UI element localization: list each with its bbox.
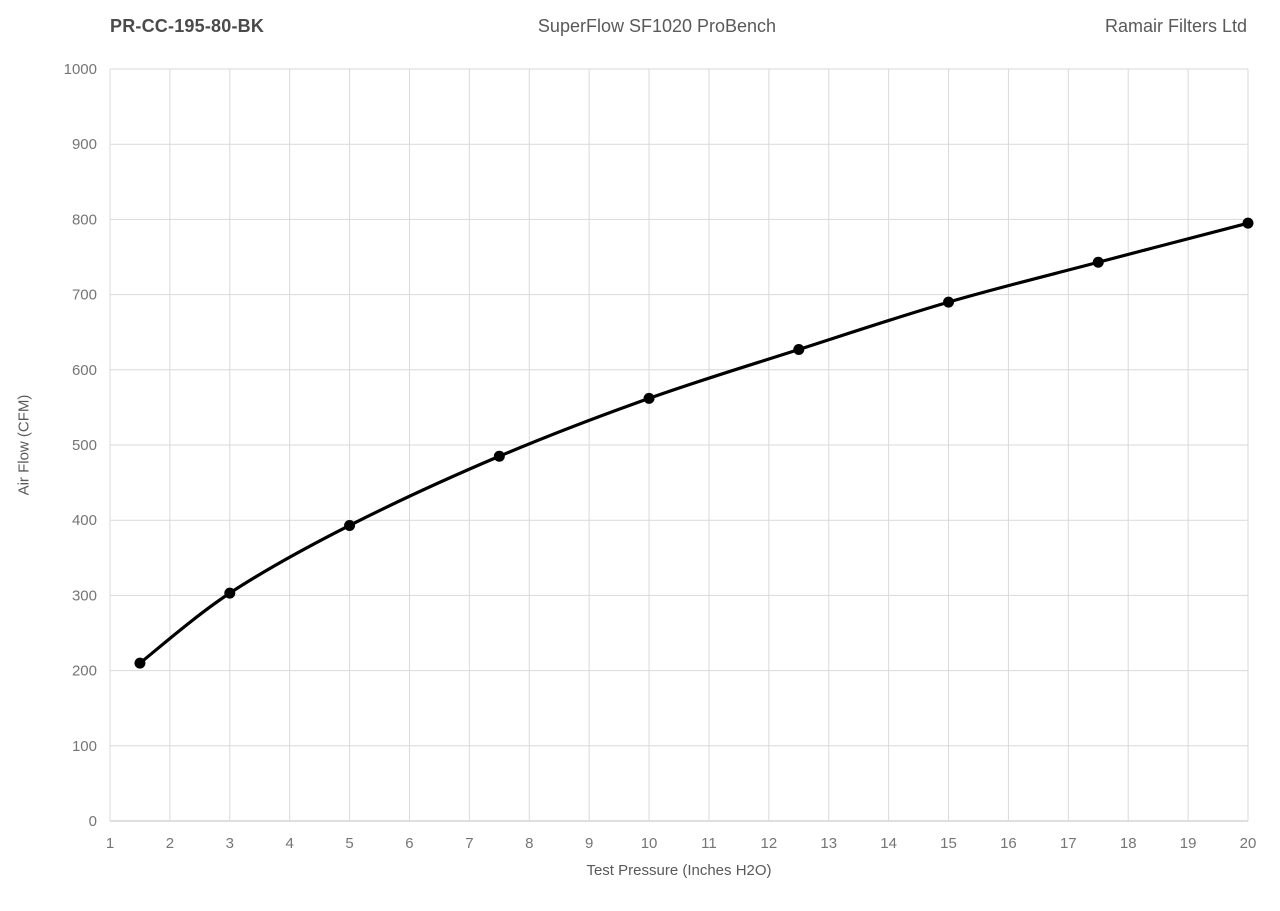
- data-point: [643, 392, 655, 404]
- y-tick-label: 0: [89, 813, 97, 830]
- x-tick-label: 7: [465, 835, 473, 852]
- x-tick-label: 2: [166, 835, 174, 852]
- y-tick-label: 500: [72, 437, 97, 454]
- flow-curve: [138, 221, 1250, 665]
- y-tick-label: 1000: [64, 61, 97, 78]
- x-tick-label: 9: [585, 835, 593, 852]
- x-tick-label: 12: [760, 835, 777, 852]
- x-tick-label: 20: [1240, 835, 1257, 852]
- y-tick-label: 200: [72, 663, 97, 680]
- y-tick-label: 600: [72, 362, 97, 379]
- data-point: [344, 519, 356, 531]
- y-tick-label: 900: [72, 136, 97, 153]
- y-tick-label: 300: [72, 587, 97, 604]
- data-point: [943, 296, 955, 308]
- x-tick-label: 19: [1180, 835, 1197, 852]
- x-tick-label: 16: [1000, 835, 1017, 852]
- x-tick-label: 4: [286, 835, 294, 852]
- x-tick-label: 18: [1120, 835, 1137, 852]
- x-tick-label: 17: [1060, 835, 1077, 852]
- y-tick-label: 700: [72, 287, 97, 304]
- x-tick-label: 13: [820, 835, 837, 852]
- x-tick-label: 8: [525, 835, 533, 852]
- x-tick-label: 3: [226, 835, 234, 852]
- data-point: [793, 343, 805, 355]
- data-point: [134, 657, 146, 669]
- x-tick-label: 11: [701, 835, 717, 852]
- x-axis-title: Test Pressure (Inches H2O): [586, 862, 772, 879]
- y-axis-title: Air Flow (CFM): [15, 394, 33, 496]
- data-point: [224, 587, 236, 599]
- x-tick-label: 15: [940, 835, 957, 852]
- data-point: [1242, 217, 1254, 229]
- y-tick-label: 100: [72, 738, 97, 755]
- x-tick-label: 5: [345, 835, 353, 852]
- x-tick-label: 6: [405, 835, 413, 852]
- company-name: Ramair Filters Ltd: [1104, 16, 1247, 36]
- y-tick-label: 400: [72, 512, 97, 529]
- data-point: [493, 450, 505, 462]
- x-tick-label: 1: [106, 835, 114, 852]
- x-tick-label: 10: [641, 835, 658, 852]
- x-tick-label: 14: [880, 835, 897, 852]
- data-point: [1092, 256, 1104, 268]
- y-tick-label: 800: [72, 211, 97, 228]
- part-number-title: PR-CC-195-80-BK: [110, 16, 265, 36]
- chart-title: SuperFlow SF1020 ProBench: [537, 16, 777, 36]
